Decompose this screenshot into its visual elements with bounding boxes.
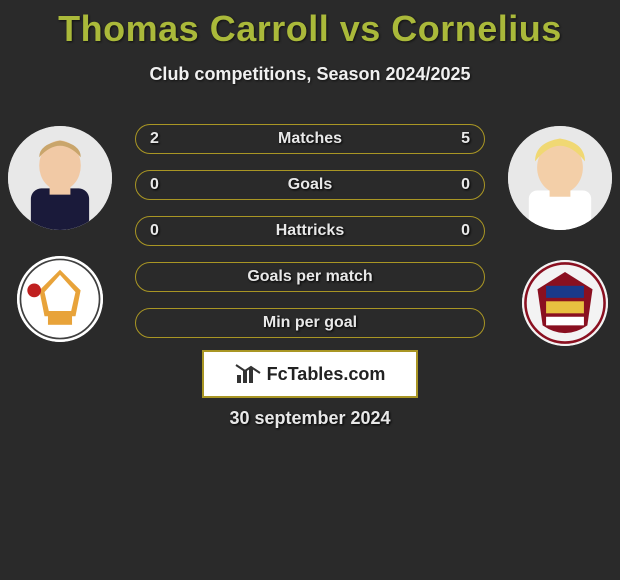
player-left-portrait-icon: [8, 126, 112, 230]
stat-row-goals-per-match: Goals per match: [135, 262, 485, 292]
club-right-logo: [522, 260, 608, 346]
stat-row-hattricks: 0 Hattricks 0: [135, 216, 485, 246]
page-title: Thomas Carroll vs Cornelius: [0, 0, 620, 50]
club-left-crest-icon: [17, 256, 103, 342]
stat-row-goals: 0 Goals 0: [135, 170, 485, 200]
stat-left-value: 0: [150, 176, 168, 194]
stat-right-value: 0: [452, 222, 470, 240]
stats-panel: 2 Matches 5 0 Goals 0 0 Hattricks 0 Goal…: [135, 124, 485, 354]
stat-label: Goals per match: [136, 268, 484, 286]
stat-left-value: 0: [150, 222, 168, 240]
stat-left-value: 2: [150, 130, 168, 148]
date-text: 30 september 2024: [0, 408, 620, 429]
player-right-portrait-icon: [508, 126, 612, 230]
bar-chart-icon: [235, 363, 261, 385]
stat-label: Matches: [136, 130, 484, 148]
brand-text: FcTables.com: [267, 364, 386, 385]
stat-label: Min per goal: [136, 314, 484, 332]
stat-row-matches: 2 Matches 5: [135, 124, 485, 154]
stat-row-min-per-goal: Min per goal: [135, 308, 485, 338]
stat-label: Goals: [136, 176, 484, 194]
player-right-avatar: [508, 126, 612, 230]
brand-badge: FcTables.com: [202, 350, 418, 398]
subtitle: Club competitions, Season 2024/2025: [0, 64, 620, 85]
stat-right-value: 0: [452, 176, 470, 194]
stat-right-value: 5: [452, 130, 470, 148]
player-left-avatar: [8, 126, 112, 230]
club-right-crest-icon: [522, 260, 608, 346]
stat-label: Hattricks: [136, 222, 484, 240]
club-left-logo: [17, 256, 103, 342]
